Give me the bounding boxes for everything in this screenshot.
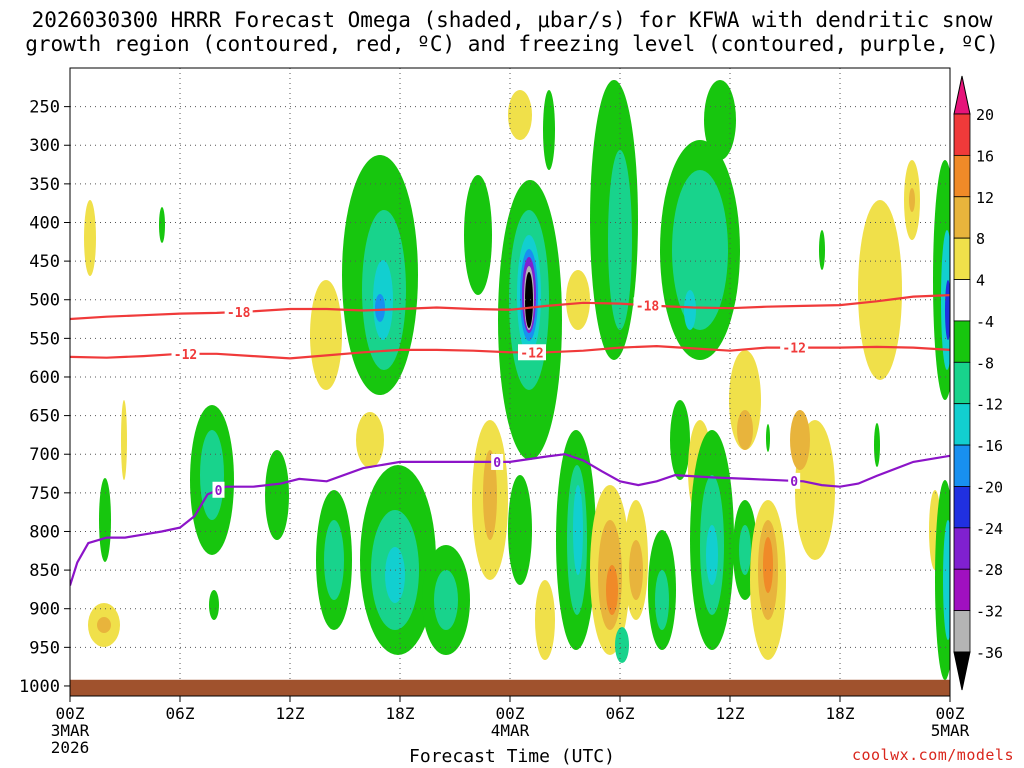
colorbar-segment-10 — [953, 486, 971, 529]
colorbar: 20 16 12 8 4 -4 -8 -12 -16 -20 -24 -28 -32 -36 — [953, 75, 1003, 691]
x-tick-year-0: 2026 — [51, 738, 90, 757]
y-tick-label-550: 550 — [29, 329, 60, 349]
colorbar-label-11: -28 — [976, 561, 1003, 579]
chart-title-line-2: growth region (contoured, red, ºC) and f… — [25, 32, 999, 56]
contour-label--12-2: -12 — [782, 342, 805, 357]
x-tick-label-18: 18Z — [386, 704, 415, 723]
x-tick-label-0: 00Z — [56, 704, 85, 723]
contour-label-bg-1-1 — [518, 344, 546, 361]
colorbar-segment-7 — [953, 361, 971, 405]
colorbar-label-2: 12 — [976, 189, 994, 207]
colorbar-label-4: 4 — [976, 272, 985, 290]
colorbar-segment-1 — [953, 113, 971, 156]
contour-label-bg-2-1 — [491, 453, 504, 470]
contour-label-bg-2-2 — [788, 472, 801, 489]
contour-label--18-0: -18 — [227, 306, 251, 321]
contour-label-0-2: 0 — [790, 475, 798, 490]
contour-label--12-0: -12 — [174, 348, 197, 363]
colorbar-segment-13 — [953, 610, 971, 653]
chart-title: 2026030300 HRRR Forecast Omega (shaded, … — [0, 8, 1024, 56]
grid — [69, 68, 951, 696]
contour-label--12-1: -12 — [520, 346, 543, 361]
colorbar-top-arrow — [953, 75, 971, 115]
x-tick-label-36: 12Z — [716, 704, 745, 723]
contour-label-bg-1-2 — [780, 339, 809, 356]
colorbar-segment-11 — [953, 527, 971, 570]
colorbar-label-13: -36 — [976, 644, 1003, 662]
colorbar-label-5: -4 — [976, 313, 994, 331]
contour-label-bg-1-0 — [171, 345, 200, 362]
contour-label-0-1: 0 — [493, 456, 501, 471]
y-axis: 250 300 350 400 450 500 550 600 650 700 750 800 850 9… — [19, 98, 70, 697]
colorbar-segment-8 — [953, 403, 971, 446]
y-tick-label-1000: 1000 — [19, 677, 60, 697]
y-tick-label-350: 350 — [29, 175, 60, 195]
colorbar-label-10: -24 — [976, 520, 1003, 538]
x-tick-label-42: 18Z — [826, 704, 855, 723]
contour-label-0-0: 0 — [215, 484, 223, 499]
x-tick-label-12: 12Z — [276, 704, 305, 723]
colorbar-segment-6 — [953, 320, 971, 363]
contour-label-bg-2-0 — [212, 481, 225, 498]
credit-text: coolwx.com/models — [851, 746, 1014, 764]
colorbar-segment-3 — [953, 196, 971, 239]
colorbar-segment-5 — [953, 279, 971, 322]
y-tick-label-400: 400 — [29, 213, 60, 233]
y-tick-label-950: 950 — [29, 638, 60, 658]
surface-ground — [70, 679, 950, 696]
x-tick-date-24: 4MAR — [491, 721, 530, 740]
colorbar-label-7: -12 — [976, 396, 1003, 414]
colorbar-label-1: 16 — [976, 147, 994, 165]
y-tick-label-850: 850 — [29, 561, 60, 581]
colorbar-segment-2 — [953, 154, 971, 198]
chart-title-line-1: 2026030300 HRRR Forecast Omega (shaded, … — [31, 8, 993, 32]
y-tick-label-450: 450 — [29, 252, 60, 272]
contour-label-bg-0-0 — [224, 303, 253, 320]
x-tick-date-0: 3MAR — [51, 721, 90, 740]
x-axis-title: Forecast Time (UTC) — [409, 746, 615, 767]
x-tick-date-48: 5MAR — [931, 721, 970, 740]
y-tick-label-250: 250 — [29, 98, 60, 118]
contour-label-bg-0-1 — [633, 297, 662, 314]
y-tick-label-700: 700 — [29, 445, 60, 465]
y-tick-label-750: 750 — [29, 484, 60, 504]
colorbar-segment-12 — [953, 568, 971, 612]
y-tick-label-900: 900 — [29, 600, 60, 620]
contour-label--18-1: -18 — [636, 299, 660, 314]
colorbar-label-12: -32 — [976, 603, 1003, 621]
y-tick-label-650: 650 — [29, 407, 60, 427]
y-tick-label-600: 600 — [29, 368, 60, 388]
x-tick-label-6: 06Z — [166, 704, 195, 723]
colorbar-label-6: -8 — [976, 354, 994, 372]
colorbar-segment-4 — [953, 237, 971, 280]
x-tick-label-30: 06Z — [606, 704, 635, 723]
x-tick-label-24: 00Z — [496, 704, 525, 723]
y-tick-label-800: 800 — [29, 522, 60, 542]
y-tick-label-300: 300 — [29, 136, 60, 156]
colorbar-label-8: -16 — [976, 437, 1003, 455]
contours: -18 -18 -12 -12 -12 0 0 0 — [70, 294, 950, 586]
colorbar-label-0: 20 — [976, 106, 994, 124]
colorbar-label-3: 8 — [976, 230, 985, 248]
y-tick-label-500: 500 — [29, 291, 60, 311]
colorbar-bottom-arrow — [953, 651, 971, 691]
colorbar-segment-9 — [953, 444, 971, 487]
x-tick-label-48: 00Z — [936, 704, 965, 723]
contour--18 — [70, 294, 950, 321]
colorbar-label-9: -20 — [976, 478, 1003, 496]
